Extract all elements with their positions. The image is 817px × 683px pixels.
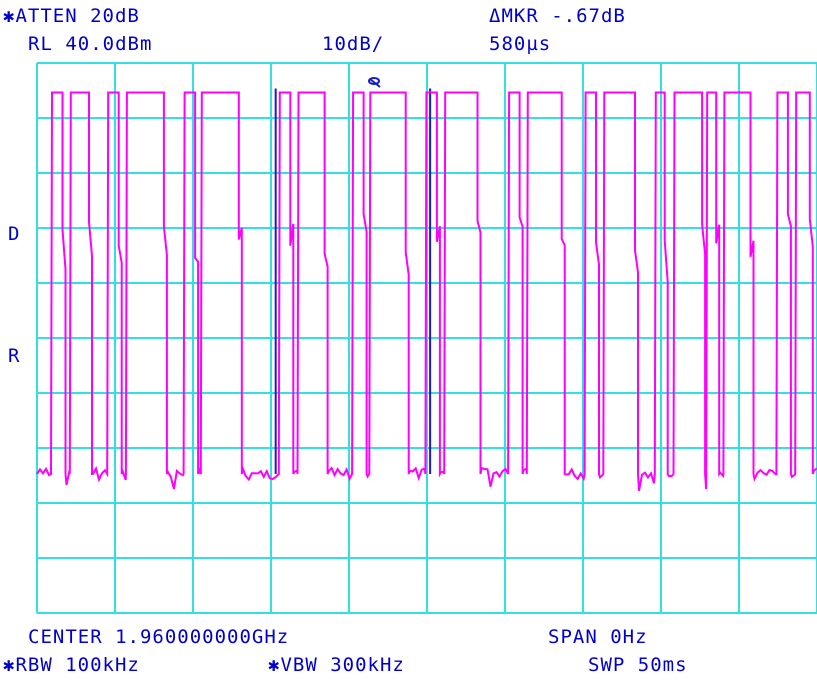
marker-time-readout: 580µs [489,33,552,55]
display-line-label: D [8,223,20,245]
vbw-readout: ✱VBW 300kHz [268,654,405,676]
attenuation-readout: ✱ATTEN 20dB [3,5,140,27]
scale-readout: 10dB/ [322,33,385,55]
delta-marker-readout: ΔMKR -.67dB [489,5,626,27]
center-frequency-readout: CENTER 1.960000000GHz [28,626,290,648]
marker-symbol-icon [368,77,381,88]
reference-label: R [8,345,20,367]
marker-lines [274,88,432,474]
signal-trace [36,91,817,491]
trace-line [36,91,817,491]
rbw-readout: ✱RBW 100kHz [3,654,140,676]
reference-level-readout: RL 40.0dBm [28,33,153,55]
span-readout: SPAN 0Hz [548,626,648,648]
sweep-time-readout: SWP 50ms [588,654,688,676]
